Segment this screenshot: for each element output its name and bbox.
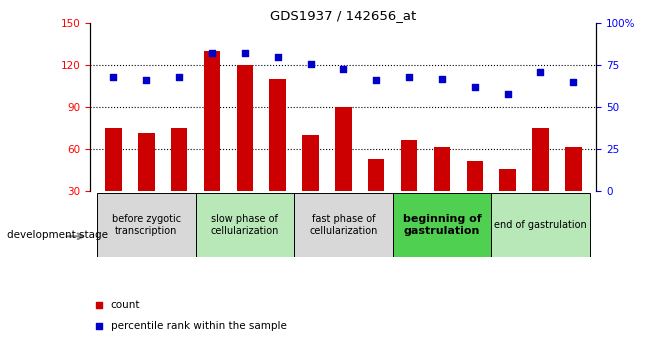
Bar <box>269 79 286 234</box>
Bar <box>237 65 253 234</box>
Bar <box>335 107 352 234</box>
Point <box>239 51 250 56</box>
Text: beginning of
gastrulation: beginning of gastrulation <box>403 214 481 236</box>
Bar <box>97 193 196 257</box>
Point <box>568 79 579 85</box>
Bar <box>302 135 319 234</box>
Bar <box>204 51 220 234</box>
Bar <box>491 193 590 257</box>
Bar <box>433 147 450 234</box>
Text: slow phase of
cellularization: slow phase of cellularization <box>210 214 279 236</box>
Title: GDS1937 / 142656_at: GDS1937 / 142656_at <box>270 9 417 22</box>
Point <box>535 69 546 75</box>
Bar <box>368 159 385 234</box>
Text: fast phase of
cellularization: fast phase of cellularization <box>309 214 378 236</box>
Point <box>94 303 105 308</box>
Text: development stage: development stage <box>7 230 108 239</box>
Bar <box>565 147 582 234</box>
Point <box>141 78 151 83</box>
Point <box>437 76 448 81</box>
Point <box>305 61 316 66</box>
Point <box>371 78 382 83</box>
Point <box>174 74 184 80</box>
Bar <box>401 140 417 234</box>
Point <box>502 91 513 97</box>
Point <box>94 323 105 329</box>
Point <box>108 74 119 80</box>
Bar <box>138 132 155 234</box>
Point <box>272 54 283 60</box>
Bar <box>294 193 393 257</box>
Bar <box>393 193 491 257</box>
Point <box>338 66 348 71</box>
Bar <box>466 161 483 234</box>
Point <box>404 74 415 80</box>
Text: before zygotic
transcription: before zygotic transcription <box>112 214 181 236</box>
Bar <box>196 193 294 257</box>
Bar <box>171 128 188 234</box>
Point <box>206 51 217 56</box>
Bar <box>105 128 122 234</box>
Point <box>470 84 480 90</box>
Bar <box>499 169 516 234</box>
Text: percentile rank within the sample: percentile rank within the sample <box>111 321 287 331</box>
Text: end of gastrulation: end of gastrulation <box>494 220 587 230</box>
Text: count: count <box>111 300 140 310</box>
Bar <box>532 128 549 234</box>
